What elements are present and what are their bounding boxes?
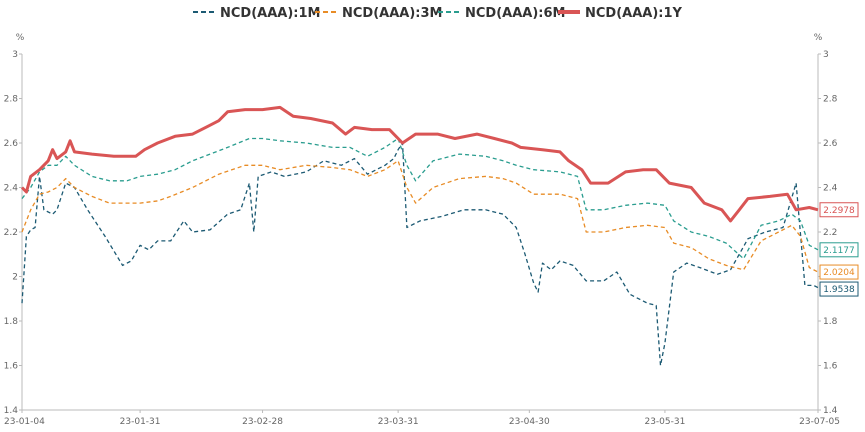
x-tick-label: 23-02-28 [242,417,283,427]
series-line-2[interactable] [21,160,819,273]
x-tick-label: 23-05-31 [644,417,685,427]
end-label-value: 1.9538 [823,285,855,295]
y-tick-label-right: 2.6 [823,139,838,149]
x-tick-label: 23-04-30 [509,417,550,427]
legend-label: NCD(AAA):3M [342,6,442,21]
y-tick-label-left: 1.6 [4,362,19,372]
y-tick-label-right: 2.2 [823,228,837,238]
y-tick-label-right: 1.6 [823,362,838,372]
legend-item-2[interactable]: NCD(AAA):3M [315,6,442,21]
y-axis-unit-left: % [16,33,25,43]
y-tick-label-right: 1.8 [823,317,838,327]
end-label-4: 2.2978 [819,202,859,218]
legend[interactable]: NCD(AAA):1M NCD(AAA):3M NCD(AAA):6M NCD(AAA… [193,6,683,21]
end-label-box [819,202,859,218]
y-tick-label-right: 1.4 [823,406,838,416]
x-tick-label: 23-03-31 [378,417,419,427]
series-layer [20,105,819,367]
end-labels: 2.2978 2.1177 2.0204 1.9538 [819,202,859,297]
legend-item-4[interactable]: NCD(AAA):1Y [558,6,683,21]
y-tick-label-right: 3 [823,50,829,60]
end-label-1: 1.9538 [819,281,859,297]
legend-item-3[interactable]: NCD(AAA):6M [438,6,565,21]
y-axis-unit-right: % [814,33,823,43]
x-tick-label: 23-01-31 [120,417,161,427]
end-label-3: 2.1177 [819,242,859,258]
legend-label: NCD(AAA):1M [220,6,320,21]
end-label-box [819,281,859,297]
end-label-value: 2.2978 [823,206,855,216]
legend-label: NCD(AAA):1Y [585,6,683,21]
x-tick-label: 23-07-05 [799,417,840,427]
series-line-1[interactable] [21,142,819,367]
legend-item-1[interactable]: NCD(AAA):1M [193,6,320,21]
legend-label: NCD(AAA):6M [465,6,565,21]
y-tick-label-left: 2.6 [4,139,19,149]
end-label-value: 2.1177 [823,246,855,256]
x-tick-label: 23-01-04 [4,417,45,427]
end-label-value: 2.0204 [823,268,855,278]
y-tick-label-left: 1.8 [4,317,19,327]
y-tick-label-right: 2.8 [823,95,838,105]
y-tick-label-left: 2.8 [4,95,19,105]
y-tick-label-left: 1.4 [4,406,19,416]
end-label-2: 2.0204 [819,264,859,280]
y-tick-label-right: 2.4 [823,184,838,194]
y-tick-label-left: 2.2 [4,228,18,238]
end-label-box [819,242,859,258]
y-tick-label-left: 2 [12,273,18,283]
y-tick-label-left: 2.4 [4,184,19,194]
series-line-4[interactable] [20,105,819,223]
end-label-box [819,264,859,280]
y-tick-label-left: 3 [12,50,18,60]
series-line-3[interactable] [21,137,819,260]
axes: 1.41.41.61.61.81.8222.22.22.42.42.62.62.… [4,50,840,427]
